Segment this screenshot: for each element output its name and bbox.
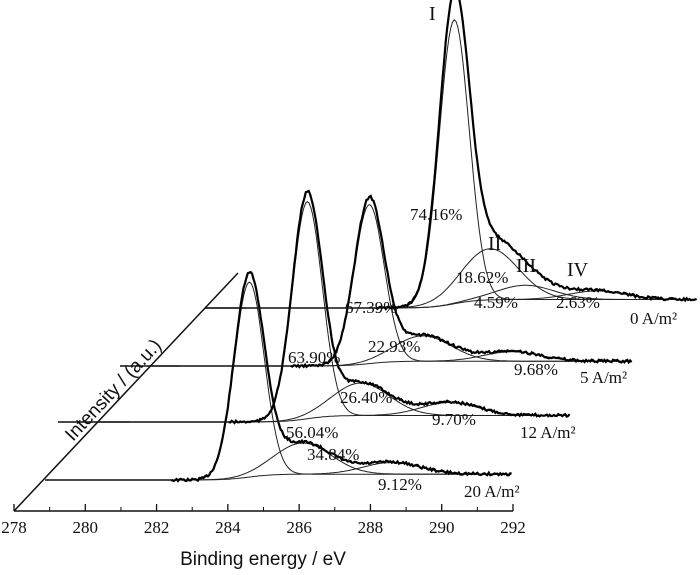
component-curve bbox=[170, 442, 512, 481]
component-curve bbox=[228, 382, 570, 423]
component-percent-label: 2.63% bbox=[556, 293, 600, 312]
series-2 bbox=[120, 194, 633, 369]
series-label: 0 A/m² bbox=[630, 309, 677, 328]
x-tick-label: 286 bbox=[286, 518, 312, 537]
depth-axis-line bbox=[13, 272, 239, 512]
labels-group: 20 A/m² 56.04% 34.84% 9.12% 12 A/m² 63.90% 26.… bbox=[286, 3, 677, 501]
series-0 bbox=[45, 270, 512, 483]
component-percent-label: 22.93% bbox=[368, 337, 420, 356]
peak-label: II bbox=[488, 233, 501, 255]
component-percent-label: 63.90% bbox=[288, 348, 340, 367]
series-label: 12 A/m² bbox=[520, 423, 576, 442]
series-group bbox=[45, 0, 697, 483]
component-percent-label: 9.12% bbox=[378, 475, 422, 494]
component-percent-label: 18.62% bbox=[456, 268, 508, 287]
x-tick-label: 282 bbox=[144, 518, 170, 537]
component-curve bbox=[290, 351, 632, 367]
peak-label: I bbox=[429, 3, 436, 25]
x-tick-label: 280 bbox=[73, 518, 99, 537]
component-percent-label: 74.16% bbox=[410, 205, 462, 224]
x-axis-title: Binding energy / eV bbox=[180, 549, 346, 570]
peak-label: III bbox=[516, 255, 536, 277]
x-tick-label: 284 bbox=[215, 518, 241, 537]
series-label: 5 A/m² bbox=[580, 368, 627, 387]
series-3 bbox=[205, 0, 697, 311]
component-curve bbox=[228, 201, 570, 423]
component-percent-label: 56.04% bbox=[286, 423, 338, 442]
component-percent-label: 9.70% bbox=[432, 410, 476, 429]
envelope-curve bbox=[228, 189, 571, 425]
x-tick-label: 278 bbox=[1, 518, 27, 537]
y-axis-title: Intensity / (a.u.) bbox=[61, 335, 166, 445]
series-label: 20 A/m² bbox=[464, 482, 520, 501]
envelope-curve bbox=[290, 194, 633, 369]
component-curve bbox=[170, 462, 512, 481]
envelope-curve bbox=[170, 270, 512, 483]
component-percent-label: 34.84% bbox=[307, 445, 359, 464]
component-percent-label: 4.59% bbox=[474, 293, 518, 312]
component-percent-label: 26.40% bbox=[340, 388, 392, 407]
series-1 bbox=[58, 189, 571, 425]
envelope-curve bbox=[375, 0, 697, 311]
component-percent-label: 67.39% bbox=[345, 298, 397, 317]
peak-label: IV bbox=[567, 259, 589, 281]
component-percent-label: 9.68% bbox=[514, 360, 558, 379]
x-tick-label: 288 bbox=[358, 518, 384, 537]
x-tick-label: 290 bbox=[429, 518, 455, 537]
x-tick-label: 292 bbox=[500, 518, 526, 537]
component-curve bbox=[228, 402, 570, 423]
